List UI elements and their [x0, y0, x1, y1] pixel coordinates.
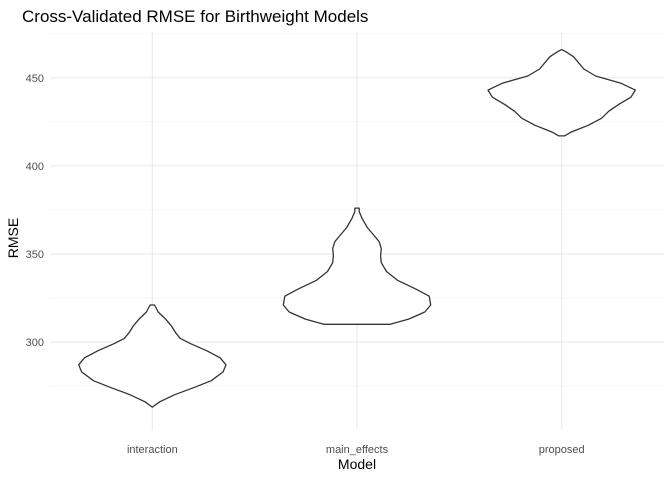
y-tick-label: 400: [26, 161, 44, 173]
y-axis-title: RMSE: [5, 218, 21, 258]
violin-proposed: [487, 48, 636, 137]
y-tick-label: 300: [26, 337, 44, 349]
x-axis-title: Model: [338, 456, 376, 472]
y-tick-label: 450: [26, 73, 44, 85]
x-axis-ticks: interaction main_effects proposed: [127, 444, 585, 456]
violins: [78, 48, 636, 408]
y-axis-ticks: 300 350 400 450: [26, 73, 44, 349]
x-tick-label: main_effects: [326, 444, 389, 456]
y-tick-label: 350: [26, 249, 44, 261]
violin-interaction: [78, 304, 227, 408]
violin-main-effects: [282, 207, 432, 325]
x-tick-label: proposed: [539, 444, 585, 456]
chart-title: Cross-Validated RMSE for Birthweight Mod…: [22, 7, 368, 26]
x-tick-label: interaction: [127, 444, 178, 456]
